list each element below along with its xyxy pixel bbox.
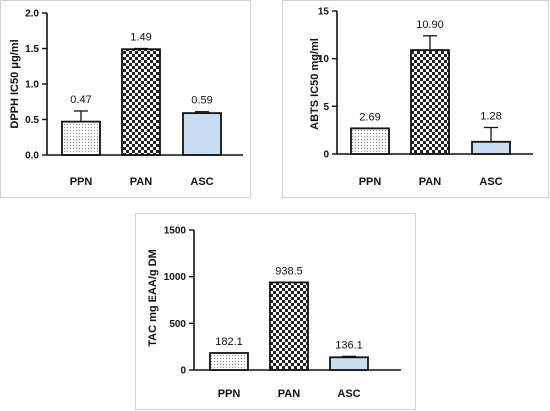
y-tick-label: 10	[318, 54, 330, 65]
data-label: 2.69	[359, 111, 380, 123]
x-tick-label: PAN	[419, 176, 441, 188]
data-label: 10.90	[416, 19, 444, 31]
y-tick-label: 2.0	[25, 9, 39, 20]
y-tick-label: 0.5	[25, 115, 39, 126]
x-tick-label: PAN	[278, 388, 300, 400]
data-label: 136.1	[335, 339, 363, 351]
bar-pan	[121, 48, 161, 156]
x-tick-label: ASC	[479, 176, 502, 188]
chart-abts: ABTS IC50 mg/ml 0 5 10 15 2.69 10.90 1.28 PPN…	[309, 7, 533, 188]
y-tick-label: 1.5	[25, 44, 39, 55]
x-tick-label: ASC	[190, 176, 213, 188]
bar-ppn	[209, 352, 249, 371]
y-tick-label: 500	[169, 319, 186, 330]
x-tick-label: PPN	[218, 388, 241, 400]
bar-pan	[410, 49, 450, 155]
bars: 182.1 938.5 136.1	[209, 265, 369, 371]
bar-asc	[471, 140, 511, 155]
y-tick-label: 5	[323, 102, 329, 113]
x-axis-labels: PPN PAN ASC	[70, 176, 214, 188]
y-axis-title: DPPH IC50 μg/ml	[9, 39, 21, 128]
data-label: 1.28	[480, 110, 501, 122]
y-axis-title: TAC mg EAA/g DM	[147, 249, 159, 347]
data-label: 182.1	[215, 336, 243, 348]
bars: 0.47 1.49 0.59	[61, 32, 222, 156]
chart-dpph: DPPH IC50 μg/ml 0.0 0.5 1.0 1.5 2.0 0.47 1.49…	[9, 9, 243, 188]
bar-ppn	[350, 127, 390, 155]
data-label: 938.5	[275, 265, 303, 277]
bar-pan	[269, 281, 309, 371]
y-tick-label: 0	[323, 150, 329, 161]
y-tick-label: 0.0	[25, 151, 39, 162]
data-label: 0.59	[191, 95, 212, 107]
data-label: 1.49	[130, 32, 151, 44]
panel-tac-frame	[135, 213, 416, 410]
bar-ppn	[61, 120, 101, 156]
panel-dpph-frame	[0, 0, 251, 198]
bar-asc	[329, 356, 369, 371]
bar-asc	[182, 112, 222, 156]
x-tick-label: PPN	[359, 176, 382, 188]
x-tick-label: PAN	[130, 176, 152, 188]
data-label: 0.47	[70, 94, 91, 106]
y-axis-title: ABTS IC50 mg/ml	[309, 38, 321, 130]
y-tick-label: 15	[318, 7, 330, 18]
x-tick-label: PPN	[70, 176, 93, 188]
bars: 2.69 10.90 1.28	[350, 19, 511, 155]
y-tick-label: 1500	[164, 226, 187, 237]
y-tick-label: 1000	[164, 272, 187, 283]
x-tick-label: ASC	[337, 388, 360, 400]
x-axis-labels: PPN PAN ASC	[359, 176, 503, 188]
x-axis-labels: PPN PAN ASC	[218, 388, 361, 400]
y-tick-label: 0	[180, 366, 186, 377]
panel-abts-frame	[282, 0, 549, 198]
y-tick-label: 1.0	[25, 80, 39, 91]
